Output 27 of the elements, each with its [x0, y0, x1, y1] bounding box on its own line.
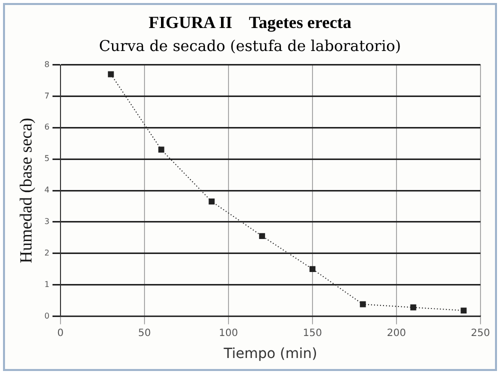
x-axis-title: Tiempo (min) [222, 346, 318, 362]
y-tick-label: 7 [44, 91, 50, 100]
y-tick-label: 8 [44, 60, 50, 69]
point [158, 146, 164, 153]
x-tick-label: 250 [470, 328, 490, 339]
y-tick-label: 3 [44, 217, 50, 226]
x-tick-label: 150 [302, 328, 322, 339]
y-axis-title: Humedad (base seca) [16, 118, 36, 264]
point [309, 266, 316, 272]
chart-subtitle: Curva de secado (estufa de laboratorio) [98, 37, 402, 55]
y-tick-label: 4 [44, 186, 50, 195]
point [460, 308, 467, 314]
point [410, 304, 416, 310]
x-tick-label: 100 [218, 328, 238, 339]
point [360, 301, 366, 308]
y-tick-label: 0 [44, 311, 50, 320]
x-tick-label: 200 [386, 328, 406, 339]
chart-title: FIGURA II Tagetes erecta [148, 13, 352, 33]
y-tick-label: 5 [44, 154, 50, 164]
x-tick-label: 0 [57, 328, 64, 339]
point [208, 198, 215, 204]
x-tick-label: 50 [138, 328, 151, 339]
y-tick-label: 2 [44, 248, 50, 258]
point [259, 233, 266, 240]
point [108, 71, 114, 78]
y-tick-label: 1 [44, 280, 50, 289]
y-tick-label: 6 [44, 122, 50, 132]
